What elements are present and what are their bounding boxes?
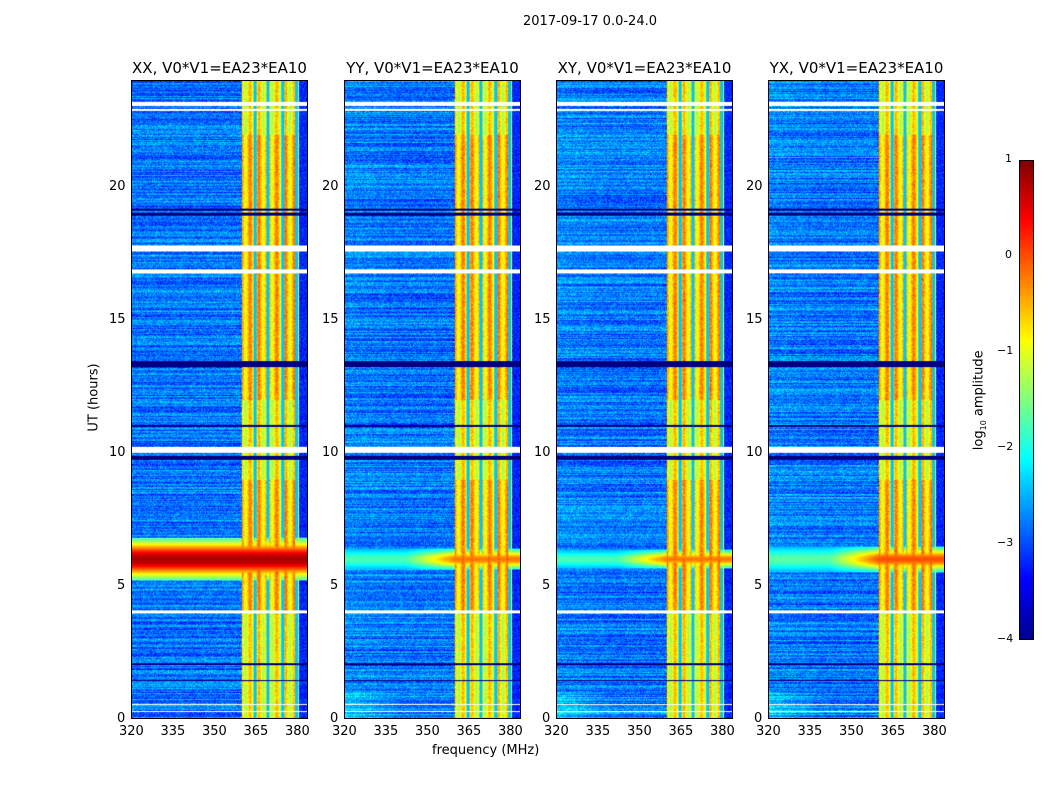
x-tick-label: 320 bbox=[332, 724, 357, 739]
figure-title: 2017-09-17 0.0-24.0 bbox=[523, 14, 657, 29]
heatmap-panel bbox=[344, 80, 521, 719]
x-tick-label: 380 bbox=[284, 724, 310, 739]
panel-title: XY, V0*V1=EA23*EA10 bbox=[557, 59, 732, 77]
x-tick-label: 365 bbox=[880, 724, 906, 739]
panel-title: XX, V0*V1=EA23*EA10 bbox=[132, 59, 307, 77]
y-tick-label: 15 bbox=[746, 311, 763, 327]
x-tick-label: 335 bbox=[797, 724, 823, 739]
colorbar-label: log10 amplitude bbox=[971, 350, 989, 451]
x-tick-label: 350 bbox=[626, 724, 652, 739]
x-tick-label: 335 bbox=[160, 724, 186, 739]
y-tick-label: 15 bbox=[322, 311, 339, 327]
x-tick-label: 320 bbox=[119, 724, 144, 739]
colorbar-tick-label: 1 bbox=[1005, 152, 1012, 165]
x-tick-label: 365 bbox=[243, 724, 269, 739]
x-tick-label: 350 bbox=[838, 724, 864, 739]
y-tick-label: 0 bbox=[330, 711, 339, 726]
x-tick-label: 320 bbox=[544, 724, 569, 739]
y-tick-label: 20 bbox=[109, 178, 126, 194]
x-tick-label: 380 bbox=[497, 724, 523, 739]
heatmap-image bbox=[345, 81, 520, 718]
x-tick-label: 320 bbox=[756, 724, 781, 739]
x-tick-label: 335 bbox=[373, 724, 399, 739]
y-tick-label: 10 bbox=[322, 444, 339, 460]
x-tick-label: 365 bbox=[456, 724, 482, 739]
y-tick-label: 20 bbox=[746, 178, 763, 194]
colorbar-tick-label: 0 bbox=[1005, 248, 1012, 261]
y-tick-label: 10 bbox=[534, 444, 551, 460]
x-tick-label: 365 bbox=[668, 724, 694, 739]
x-tick-label: 350 bbox=[201, 724, 227, 739]
y-tick-label: 15 bbox=[109, 311, 126, 327]
y-tick-label: 5 bbox=[754, 577, 763, 593]
x-tick-label: 380 bbox=[921, 724, 947, 739]
y-tick-label: 20 bbox=[534, 178, 551, 194]
heatmap-image bbox=[132, 81, 307, 718]
colorbar bbox=[1019, 160, 1034, 640]
y-axis-label: UT (hours) bbox=[86, 363, 102, 432]
x-tick-label: 335 bbox=[585, 724, 611, 739]
y-tick-label: 5 bbox=[542, 577, 551, 593]
colorbar-tick-label: −1 bbox=[997, 344, 1014, 357]
x-tick-label: 380 bbox=[709, 724, 735, 739]
colorbar-tick-label: −3 bbox=[997, 536, 1014, 549]
colorbar-tick-label: −4 bbox=[997, 632, 1014, 645]
heatmap-panel bbox=[556, 80, 733, 719]
x-axis-label: frequency (MHz) bbox=[432, 743, 540, 758]
heatmap-panel bbox=[131, 80, 308, 719]
y-tick-label: 20 bbox=[322, 178, 339, 194]
y-tick-label: 5 bbox=[330, 577, 339, 593]
heatmap-image bbox=[557, 81, 732, 718]
y-tick-label: 15 bbox=[534, 311, 551, 327]
x-tick-label: 350 bbox=[414, 724, 440, 739]
y-tick-label: 10 bbox=[746, 444, 763, 460]
y-tick-label: 10 bbox=[109, 444, 126, 460]
panel-title: YX, V0*V1=EA23*EA10 bbox=[769, 59, 944, 77]
y-tick-label: 0 bbox=[754, 711, 763, 726]
colorbar-tick-label: −2 bbox=[997, 440, 1014, 453]
heatmap-panel bbox=[768, 80, 945, 719]
panel-title: YY, V0*V1=EA23*EA10 bbox=[346, 59, 519, 77]
y-tick-label: 0 bbox=[542, 711, 551, 726]
heatmap-image bbox=[769, 81, 944, 718]
y-tick-label: 0 bbox=[117, 711, 126, 726]
y-tick-label: 5 bbox=[117, 577, 126, 593]
